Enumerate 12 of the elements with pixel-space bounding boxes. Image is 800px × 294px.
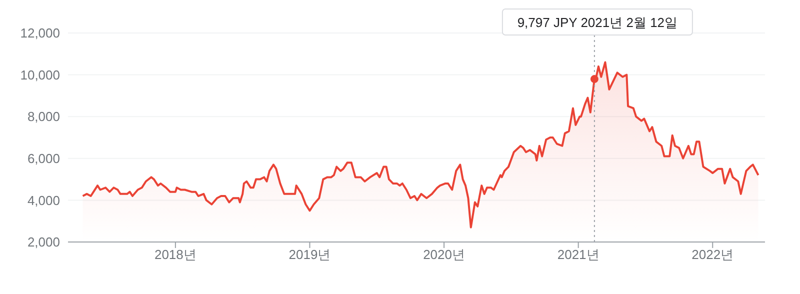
y-tick-label: 10,000 [20, 67, 60, 82]
y-tick-label: 2,000 [27, 234, 60, 250]
x-tick-label: 2021년 [557, 247, 600, 262]
y-tick-label: 8,000 [27, 109, 60, 124]
x-tick-label: 2018년 [154, 247, 196, 262]
x-tick-label: 2020년 [423, 247, 465, 262]
y-tick-label: 4,000 [27, 192, 60, 208]
x-tick-label: 2019년 [288, 247, 331, 262]
y-tick-label: 6,000 [27, 151, 60, 166]
text: 9,797 JPY 2021년 2월 12일 [517, 15, 678, 30]
y-tick-label: 12,000 [20, 26, 60, 41]
x-tick-label: 2022년 [692, 247, 734, 262]
